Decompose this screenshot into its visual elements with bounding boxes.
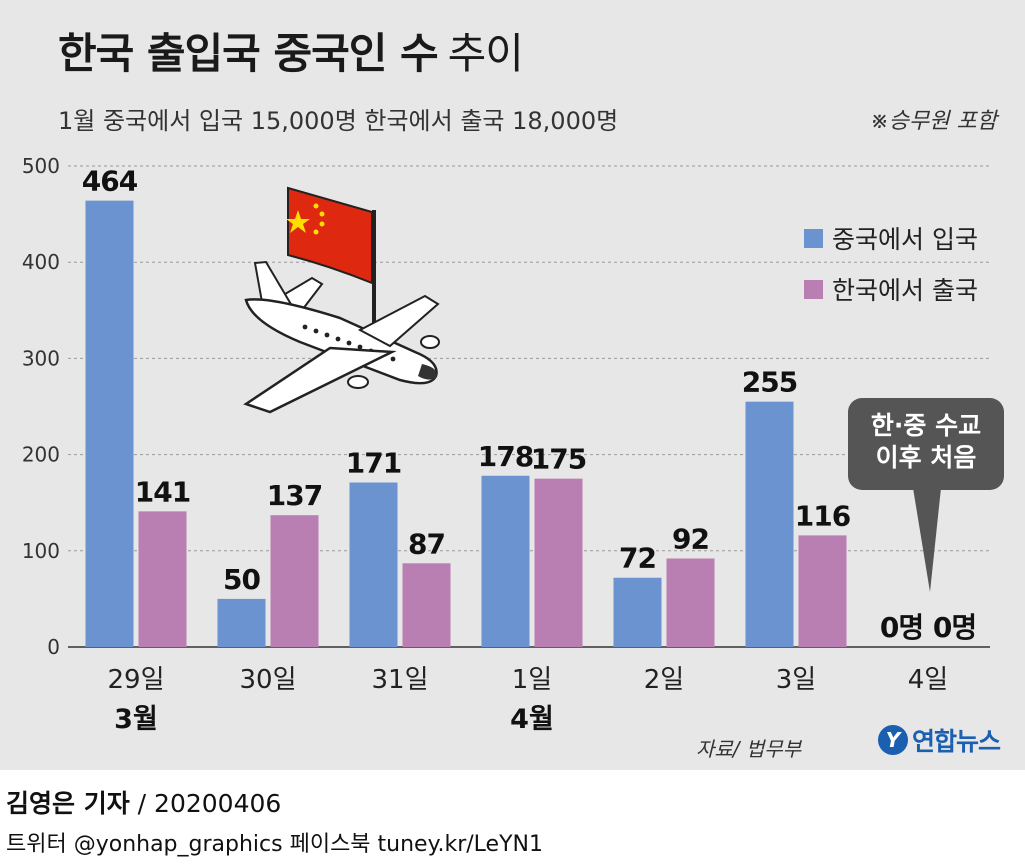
title-bold: 한국 출입국 중국인 수	[58, 29, 439, 78]
byline-date: / 20200406	[137, 789, 282, 818]
byline: 김영은 기자 / 20200406	[6, 784, 281, 820]
legend-item-exit: 한국에서 출국	[804, 271, 978, 307]
bar	[349, 482, 398, 647]
data-label: 171	[346, 446, 401, 479]
callout-line1: 한·중 수교	[870, 411, 982, 440]
x-tick-label: 1일	[512, 665, 552, 695]
legend: 중국에서 입국 한국에서 출국	[804, 220, 978, 322]
data-label: 141	[135, 475, 190, 508]
source-text: 자료/ 법무부	[696, 737, 802, 761]
y-tick-label: 400	[22, 250, 60, 274]
data-label: 72	[619, 542, 656, 575]
legend-swatch-exit	[804, 279, 823, 299]
y-tick-label: 100	[22, 539, 60, 563]
bar	[613, 577, 662, 647]
x-tick-label: 30일	[239, 665, 296, 695]
crew-note: ※승무원 포함	[870, 109, 997, 134]
bar	[85, 200, 134, 647]
logo-mark-icon: Y	[878, 725, 908, 755]
bar-chart: 0 100 200 300 400 500 464 141 29일 50 137 30일 171 87 31…	[22, 154, 990, 735]
bar	[745, 401, 794, 647]
data-label: 175	[531, 443, 586, 476]
bar	[402, 563, 451, 647]
bar	[534, 478, 583, 647]
x-tick-label: 31일	[371, 665, 428, 695]
data-label: 0명	[880, 611, 923, 644]
subtitle: 1월 중국에서 입국 15,000명 한국에서 출국 18,000명	[58, 107, 619, 135]
month-label: 4월	[510, 704, 554, 735]
bar	[481, 475, 530, 647]
data-label: 178	[478, 440, 533, 473]
bar	[798, 535, 847, 647]
bar	[217, 598, 266, 647]
y-tick-label: 500	[22, 154, 60, 178]
airplane-flag-icon	[243, 186, 440, 414]
bar	[138, 511, 187, 647]
page-title: 한국 출입국 중국인 수 추이	[58, 20, 524, 81]
callout-box: 한·중 수교 이후 처음	[848, 398, 1004, 490]
data-label: 87	[408, 527, 445, 560]
bar	[666, 558, 715, 647]
callout-tail	[913, 488, 941, 592]
data-label: 464	[82, 165, 138, 198]
yonhap-logo: Y 연합뉴스	[878, 722, 1001, 758]
x-tick-label: 2일	[644, 665, 684, 695]
x-tick-label: 29일	[107, 665, 164, 695]
y-tick-label: 200	[22, 443, 60, 467]
legend-swatch-entry	[804, 228, 823, 248]
bar	[270, 515, 319, 647]
month-label: 3월	[114, 704, 158, 735]
logo-text: 연합뉴스	[912, 727, 1001, 756]
y-tick-label: 300	[22, 346, 60, 370]
data-label: 137	[267, 479, 322, 512]
x-tick-label: 4일	[908, 665, 948, 695]
callout-line2: 이후 처음	[875, 443, 977, 472]
legend-label-exit: 한국에서 출국	[832, 276, 978, 305]
title-light: 추이	[447, 29, 524, 78]
data-label: 92	[672, 522, 709, 555]
y-tick-label: 0	[47, 635, 60, 659]
social-links: 트위터 @yonhap_graphics 페이스북 tuney.kr/LeYN1	[6, 832, 543, 857]
data-label: 0명	[933, 611, 976, 644]
legend-item-entry: 중국에서 입국	[804, 220, 978, 256]
legend-label-entry: 중국에서 입국	[832, 225, 978, 254]
x-tick-label: 3일	[776, 665, 816, 695]
data-label: 255	[742, 366, 797, 399]
data-label: 50	[223, 563, 260, 596]
byline-name: 김영은 기자	[6, 789, 130, 818]
data-label: 116	[795, 499, 850, 532]
